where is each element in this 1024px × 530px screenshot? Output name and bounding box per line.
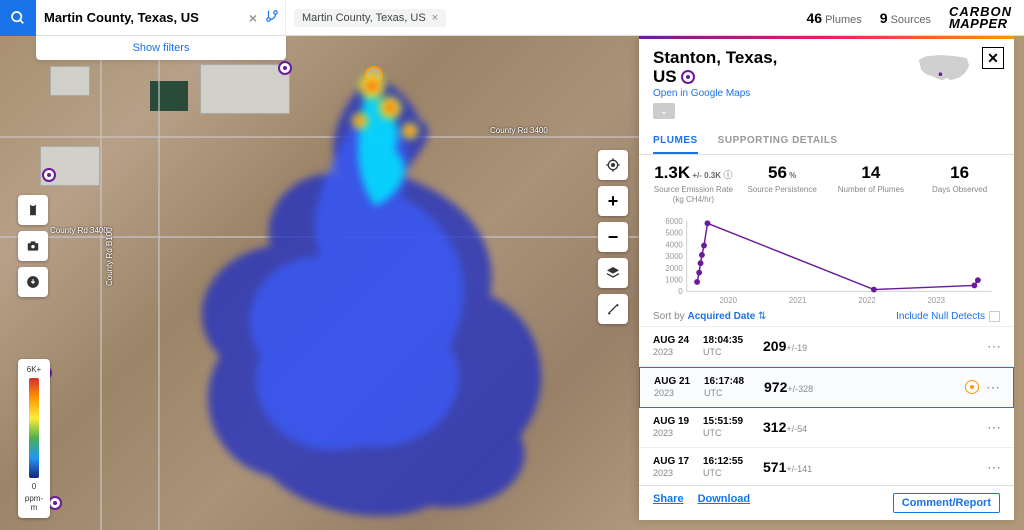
tab-plumes[interactable]: PLUMES — [653, 129, 698, 154]
facility — [50, 66, 90, 96]
svg-text:4000: 4000 — [665, 240, 683, 249]
metrics-row: 1.3K +/- 0.3K ⓘSource Emission Rate (kg … — [639, 155, 1014, 212]
panel-footer: Share Download Comment/Report — [639, 485, 1014, 520]
road-label: County Rd 3400 — [50, 226, 108, 235]
locate-button[interactable] — [598, 150, 628, 180]
left-toolbar — [18, 195, 48, 297]
zoom-out-button[interactable]: − — [598, 222, 628, 252]
search-input[interactable]: Martin County, Texas, US × — [36, 0, 286, 36]
svg-text:2020: 2020 — [720, 296, 738, 305]
svg-text:2022: 2022 — [858, 296, 875, 305]
row-more-icon[interactable]: ⋯ — [987, 338, 1002, 355]
search-clear-icon[interactable]: × — [249, 10, 257, 26]
source-icon — [681, 70, 695, 84]
plume-overlay — [160, 66, 630, 526]
svg-text:2000: 2000 — [665, 263, 683, 272]
search-button[interactable] — [0, 0, 36, 36]
selected-badge-icon — [965, 380, 979, 394]
road — [100, 36, 102, 530]
download-tool[interactable] — [18, 267, 48, 297]
legend-max: 6K+ — [22, 365, 46, 374]
close-panel-button[interactable]: ✕ — [982, 47, 1004, 69]
svg-text:1000: 1000 — [665, 275, 683, 284]
svg-text:3000: 3000 — [665, 252, 683, 261]
download-link[interactable]: Download — [698, 493, 751, 513]
filter-chip[interactable]: Martin County, Texas, US × — [294, 9, 446, 27]
topbar-right: 46Plumes 9Sources CARBONMAPPER — [807, 6, 1024, 29]
timeseries-chart: 0 1000 2000 3000 4000 5000 6000 2020 2021 2022 202… — [639, 213, 1014, 307]
layers-button[interactable] — [598, 258, 628, 288]
map-canvas[interactable]: County Rd 3400 County Rd 3400 County Rd … — [0, 36, 640, 530]
row-more-icon[interactable]: ⋯ — [987, 459, 1002, 476]
topbar: Martin County, Texas, US × Martin County… — [0, 0, 1024, 36]
svg-text:6000: 6000 — [665, 217, 683, 226]
metric: 16 Days Observed — [919, 163, 1000, 204]
filter-branch-icon[interactable] — [265, 9, 279, 26]
zoom-in-button[interactable]: + — [598, 186, 628, 216]
checkbox-icon[interactable] — [989, 311, 1000, 322]
legend-gradient — [29, 378, 39, 478]
mini-map-us — [914, 49, 974, 85]
sources-count: 9Sources — [880, 10, 931, 26]
row-more-icon[interactable]: ⋯ — [986, 379, 1001, 396]
source-marker[interactable] — [42, 168, 56, 182]
chip-label: Martin County, Texas, US — [302, 12, 426, 24]
row-more-icon[interactable]: ⋯ — [987, 419, 1002, 436]
observation-row[interactable]: AUG 212023 16:17:48UTC 972+/-328 ⋯ — [639, 367, 1014, 408]
measure-button[interactable] — [598, 294, 628, 324]
comment-report-button[interactable]: Comment/Report — [893, 493, 1000, 513]
map-controls: + − — [598, 150, 628, 324]
color-legend: 6K+ 0 ppm-m — [18, 359, 50, 518]
observation-row[interactable]: AUG 242023 18:04:35UTC 209+/-19 ⋯ — [639, 327, 1014, 367]
search-value: Martin County, Texas, US — [44, 10, 199, 25]
tab-details[interactable]: SUPPORTING DETAILS — [718, 129, 838, 154]
brand-logo: CARBONMAPPER — [949, 6, 1012, 29]
sort-control[interactable]: Sort by Acquired Date ⇅ — [653, 311, 766, 322]
source-marker[interactable] — [48, 496, 62, 510]
panel-tabs: PLUMES SUPPORTING DETAILS — [639, 129, 1014, 155]
plumes-count: 46Plumes — [807, 10, 862, 26]
google-maps-link[interactable]: Open in Google Maps — [653, 88, 1000, 99]
road-label: County Rd B100 — [105, 227, 114, 286]
sort-arrow-icon: ⇅ — [758, 311, 766, 322]
svg-text:5000: 5000 — [665, 228, 683, 237]
svg-text:2023: 2023 — [928, 296, 945, 305]
metric: 1.3K +/- 0.3K ⓘSource Emission Rate (kg … — [653, 163, 734, 204]
svg-text:0: 0 — [678, 287, 683, 296]
metric: 56 %Source Persistence — [742, 163, 823, 204]
observation-list: AUG 242023 18:04:35UTC 209+/-19 ⋯AUG 212… — [639, 326, 1014, 485]
camera-tool[interactable] — [18, 231, 48, 261]
metric: 14 Number of Plumes — [831, 163, 912, 204]
clipboard-tool[interactable] — [18, 195, 48, 225]
null-detects-toggle[interactable]: Include Null Detects — [896, 311, 1000, 322]
legend-unit: ppm-m — [22, 494, 46, 512]
observation-row[interactable]: AUG 172023 16:12:55UTC 571+/-141 ⋯ — [639, 448, 1014, 485]
show-filters-link[interactable]: Show filters — [36, 36, 286, 60]
legend-min: 0 — [22, 482, 46, 491]
detail-panel: Stanton, Texas, US Open in Google Maps ⌄… — [639, 36, 1014, 520]
panel-header: Stanton, Texas, US Open in Google Maps ⌄… — [639, 39, 1014, 125]
share-link[interactable]: Share — [653, 493, 684, 513]
chip-remove-icon[interactable]: × — [432, 12, 438, 24]
collapse-button[interactable]: ⌄ — [653, 103, 675, 119]
svg-text:2021: 2021 — [789, 296, 806, 305]
observation-row[interactable]: AUG 192023 15:51:59UTC 312+/-54 ⋯ — [639, 408, 1014, 448]
